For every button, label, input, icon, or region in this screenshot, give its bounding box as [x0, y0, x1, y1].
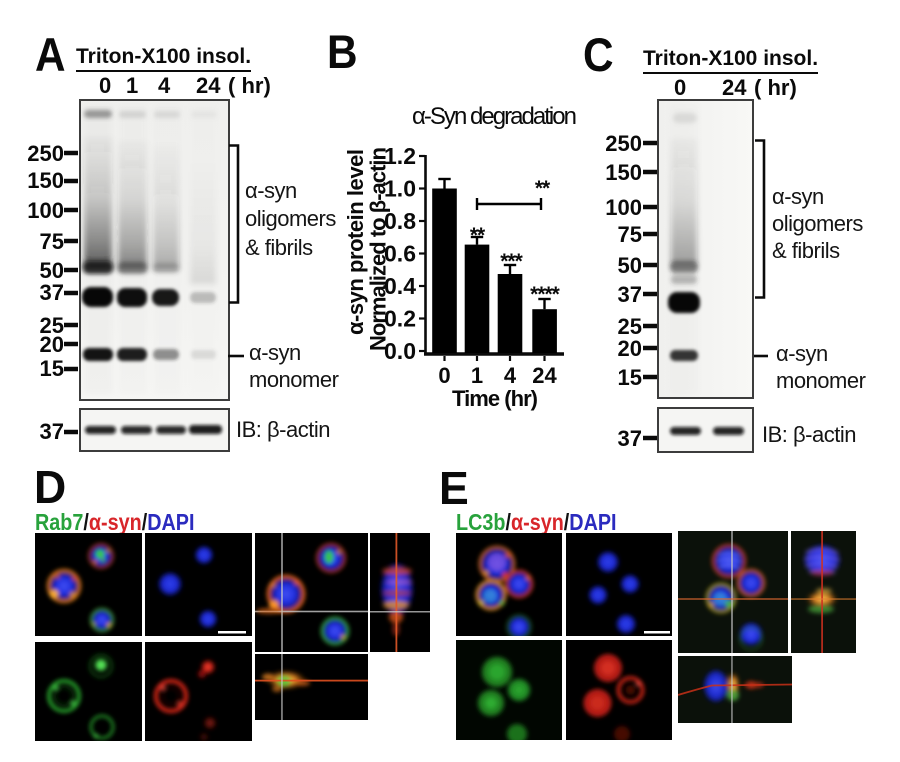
svg-text:1.2: 1.2 — [384, 143, 416, 169]
svg-text:**: ** — [470, 224, 486, 247]
svg-text:Normalized to β-actin: Normalized to β-actin — [366, 147, 391, 351]
svg-text:1: 1 — [471, 363, 483, 388]
svg-text:0.0: 0.0 — [384, 338, 416, 364]
svg-text:α-Syn degradation: α-Syn degradation — [412, 103, 577, 130]
svg-text:****: **** — [530, 283, 561, 306]
svg-text:α-syn protein level: α-syn protein level — [343, 149, 368, 335]
svg-text:1.0: 1.0 — [384, 176, 416, 202]
svg-text:0.2: 0.2 — [384, 306, 416, 332]
svg-text:0.4: 0.4 — [384, 273, 416, 299]
svg-text:0.8: 0.8 — [384, 208, 416, 234]
svg-text:Time (hr): Time (hr) — [452, 386, 538, 411]
svg-text:**: ** — [535, 177, 551, 200]
svg-text:24: 24 — [532, 363, 557, 388]
svg-text:0: 0 — [438, 363, 450, 388]
svg-text:***: *** — [500, 250, 523, 273]
svg-text:0.6: 0.6 — [384, 241, 416, 267]
svg-text:4: 4 — [504, 363, 517, 388]
